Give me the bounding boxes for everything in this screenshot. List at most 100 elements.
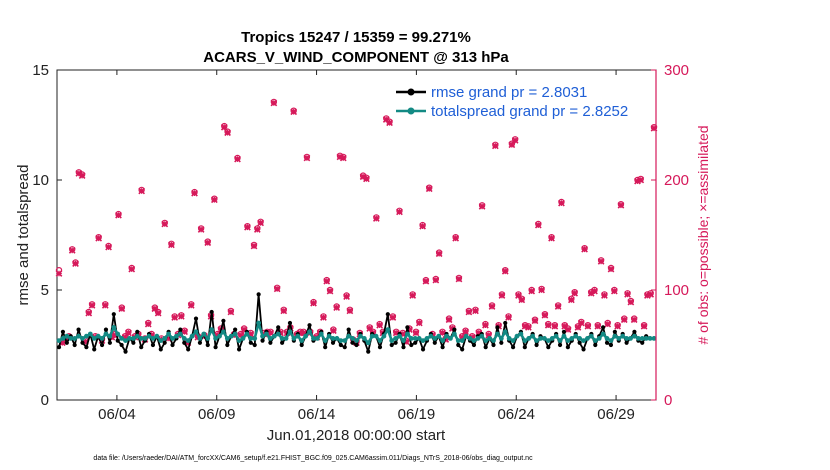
series-point-spread <box>596 336 602 341</box>
obs-assimilated-marker <box>323 277 331 285</box>
series-point-rmse <box>377 345 383 350</box>
obs-assimilated-marker <box>181 328 188 336</box>
series-point-spread <box>491 338 496 343</box>
series-point-spread <box>221 329 226 335</box>
obs-assimilated-marker <box>531 317 539 325</box>
obs-assimilated-marker <box>326 287 334 295</box>
obs-assimilated-marker <box>620 316 628 324</box>
series-point-rmse <box>510 345 516 350</box>
series-point-rmse <box>99 342 105 348</box>
obs-assimilated-marker <box>534 221 542 229</box>
series-point-spread <box>84 333 89 339</box>
series-point-spread <box>553 333 559 339</box>
series-point-spread <box>299 338 305 343</box>
series-point-spread <box>358 333 363 339</box>
series-point-rmse <box>158 347 163 352</box>
series-point-spread <box>436 333 442 339</box>
obs-assimilated-marker <box>220 123 228 131</box>
series-point-spread <box>467 336 473 341</box>
obs-assimilated-marker <box>567 296 575 304</box>
x-tick-label: 06/04 <box>98 406 136 423</box>
series-point-spread <box>314 336 320 341</box>
obs-assimilated-marker <box>412 329 420 337</box>
series-point-spread <box>444 333 449 339</box>
obs-assimilated-marker <box>128 265 136 273</box>
series-point-spread <box>338 338 344 343</box>
obs-assimilated-marker <box>250 242 258 250</box>
obs-assimilated-marker <box>363 175 370 183</box>
series-point-spread <box>632 333 637 339</box>
obs-assimilated-marker <box>627 298 635 306</box>
obs-assimilated-marker <box>389 314 397 321</box>
obs-assimilated-marker <box>144 320 152 328</box>
obs-assimilated-marker <box>290 108 298 116</box>
obs-assimilated-marker <box>597 258 605 265</box>
series-point-rmse <box>60 329 66 334</box>
obs-assimilated-marker <box>125 329 132 337</box>
series-point-rmse <box>330 340 336 345</box>
series-point-rmse <box>84 345 89 350</box>
series-point-spread <box>628 336 633 341</box>
series-point-spread <box>311 336 316 341</box>
series-point-rmse <box>601 325 606 330</box>
obs-assimilated-marker <box>115 211 122 219</box>
obs-assimilated-marker <box>415 319 423 327</box>
obs-assimilated-marker <box>343 293 350 300</box>
series-point-spread <box>479 333 485 339</box>
series-point-rmse <box>56 345 62 350</box>
y-left-tick-label: 10 <box>32 172 49 189</box>
obs-assimilated-marker <box>310 299 317 307</box>
series-point-spread <box>440 338 446 343</box>
series-point-spread <box>174 333 179 339</box>
obs-assimilated-marker <box>280 307 288 315</box>
series-point-spread <box>252 336 258 341</box>
series-point-spread <box>318 331 324 337</box>
series-point-spread <box>624 336 629 341</box>
obs-assimilated-marker <box>541 311 549 319</box>
obs-assimilated-marker <box>584 322 592 330</box>
series-point-spread <box>350 336 355 341</box>
obs-assimilated-marker <box>191 189 198 197</box>
obs-assimilated-marker <box>161 220 169 228</box>
series-point-rmse <box>260 338 265 343</box>
series-point-spread <box>459 338 465 343</box>
obs-assimilated-marker <box>465 308 473 316</box>
series-point-rmse <box>405 325 410 330</box>
series-point-rmse <box>561 329 567 334</box>
series-point-spread <box>60 336 66 341</box>
series-point-spread <box>510 338 516 343</box>
series-point-spread <box>103 331 109 337</box>
series-point-rmse <box>495 325 500 330</box>
obs-assimilated-marker <box>72 260 79 267</box>
obs-assimilated-marker <box>581 245 588 253</box>
obs-assimilated-marker <box>498 292 506 299</box>
series-point-rmse <box>346 327 351 332</box>
series-point-rmse <box>268 340 273 345</box>
series-point-rmse <box>632 329 637 334</box>
obs-assimilated-marker <box>617 201 625 209</box>
series-point-rmse <box>103 327 109 332</box>
obs-assimilated-marker <box>558 199 565 207</box>
obs-assimilated-marker <box>435 250 443 258</box>
series-point-spread <box>545 338 551 343</box>
series-point-spread <box>95 333 101 339</box>
series-point-spread <box>361 336 367 341</box>
series-point-spread <box>76 333 81 339</box>
obs-assimilated-marker <box>551 322 559 330</box>
series-point-rmse <box>233 327 238 332</box>
series-point-rmse <box>350 340 355 345</box>
series-point-rmse <box>460 347 465 352</box>
series-point-spread <box>369 333 375 339</box>
series-point-spread <box>150 336 156 341</box>
obs-assimilated-marker <box>607 265 615 273</box>
series-point-rmse <box>162 340 167 345</box>
series-point-rmse <box>577 340 582 345</box>
obs-assimilated-marker <box>528 287 536 295</box>
series-point-spread <box>177 331 183 337</box>
series-point-rmse <box>197 340 203 345</box>
obs-assimilated-marker <box>488 303 496 310</box>
obs-assimilated-marker <box>303 154 311 162</box>
series-point-spread <box>475 336 481 341</box>
series-point-rmse <box>581 347 586 352</box>
series-point-spread <box>197 336 203 341</box>
